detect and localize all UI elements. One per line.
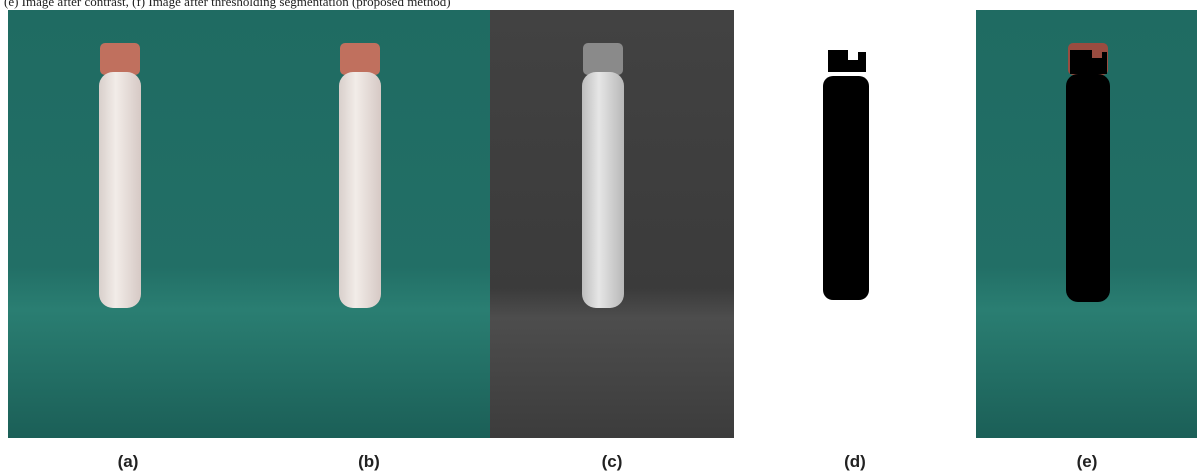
cap <box>340 43 380 75</box>
cap <box>100 43 140 75</box>
panel-label: (c) <box>602 452 623 472</box>
panel-label: (b) <box>358 452 380 472</box>
panel-label: (e) <box>1077 452 1098 472</box>
tube <box>99 72 141 308</box>
tube-mask <box>1066 74 1110 302</box>
cap-mask <box>828 50 866 72</box>
tube <box>339 72 381 308</box>
tube-mask <box>823 76 869 300</box>
figure: {"caption": "(e) Image after contrast, (… <box>0 0 1203 475</box>
cap <box>583 43 623 75</box>
panel-label: (d) <box>844 452 866 472</box>
panel-label: (a) <box>118 452 139 472</box>
tube <box>582 72 624 308</box>
panels <box>0 0 1203 475</box>
